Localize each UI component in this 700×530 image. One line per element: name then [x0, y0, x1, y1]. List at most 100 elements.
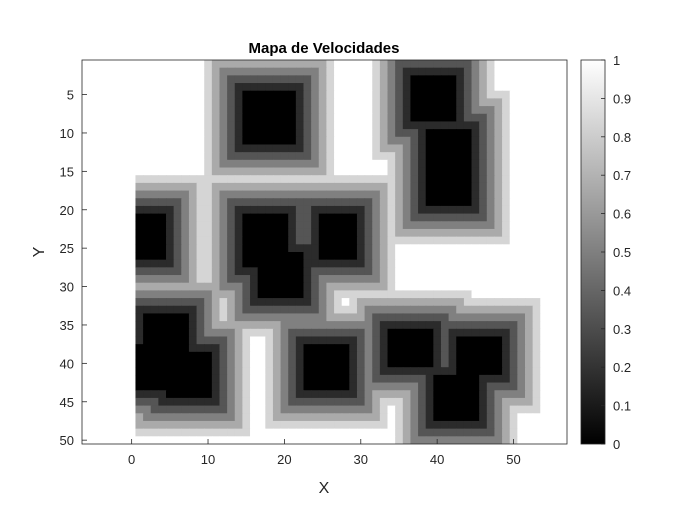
heatmap-cell — [440, 252, 450, 261]
heatmap-cell — [227, 136, 236, 146]
heatmap-cell — [318, 113, 328, 123]
heatmap-cell — [425, 275, 434, 284]
heatmap-cell — [372, 420, 381, 430]
heatmap-cell — [379, 113, 389, 123]
heatmap-cell — [204, 98, 213, 107]
heatmap-cell — [166, 221, 175, 230]
heatmap-cell — [387, 205, 396, 215]
heatmap-cell — [349, 336, 358, 345]
heatmap-cell — [547, 67, 557, 76]
heatmap-cell — [364, 167, 373, 176]
heatmap-cell — [211, 90, 221, 99]
heatmap-cell — [341, 228, 350, 238]
heatmap-cell — [242, 267, 251, 276]
heatmap-cell — [379, 144, 389, 153]
heatmap-cell — [379, 374, 389, 384]
heatmap-cell — [509, 182, 518, 192]
heatmap-cell — [471, 60, 480, 69]
heatmap-cell — [509, 106, 518, 115]
heatmap-cell — [532, 236, 541, 245]
heatmap-cell — [356, 205, 366, 215]
heatmap-cell — [211, 413, 221, 422]
heatmap-cell — [272, 244, 282, 253]
heatmap-cell — [387, 152, 396, 161]
heatmap-cell — [234, 313, 243, 322]
heatmap-cell — [334, 236, 343, 245]
heatmap-cell — [540, 221, 549, 230]
heatmap-cell — [280, 344, 289, 353]
heatmap-cell — [402, 221, 412, 230]
heatmap-cell — [517, 282, 526, 291]
heatmap-cell — [494, 175, 503, 184]
heatmap-cell — [204, 75, 213, 84]
heatmap-cell — [463, 298, 473, 307]
heatmap-cell — [219, 106, 228, 115]
y-tick-label: 20 — [60, 203, 74, 218]
heatmap-cell — [540, 244, 549, 253]
heatmap-cell — [150, 367, 159, 376]
heatmap-cell — [486, 275, 496, 284]
heatmap-cell — [204, 129, 213, 138]
heatmap-cell — [211, 167, 221, 176]
heatmap-cell — [211, 275, 221, 284]
heatmap-cell — [349, 305, 358, 315]
heatmap-cell — [204, 182, 213, 192]
heatmap-cell — [166, 205, 175, 215]
heatmap-cell — [524, 336, 534, 345]
heatmap-cell — [135, 436, 144, 444]
heatmap-cell — [227, 198, 236, 207]
heatmap-cell — [502, 298, 511, 307]
heatmap-cell — [440, 213, 450, 222]
heatmap-cell — [234, 205, 243, 215]
heatmap-cell — [288, 136, 297, 146]
heatmap-cell — [395, 113, 404, 123]
heatmap-cell — [173, 420, 182, 430]
heatmap-cell — [540, 144, 549, 153]
heatmap-cell — [524, 344, 534, 353]
heatmap-cell — [272, 298, 282, 307]
heatmap-cell — [356, 83, 366, 92]
heatmap-cell — [456, 428, 465, 437]
heatmap-cell — [311, 420, 320, 430]
heatmap-cell — [326, 90, 335, 99]
heatmap-cell — [494, 75, 503, 84]
heatmap-cell — [494, 106, 503, 115]
heatmap-cell — [295, 397, 305, 407]
heatmap-cell — [502, 175, 511, 184]
heatmap-cell — [265, 382, 274, 391]
heatmap-cell — [471, 244, 480, 253]
heatmap-cell — [486, 252, 496, 261]
heatmap-cell — [486, 359, 496, 368]
heatmap-cell — [456, 182, 465, 192]
heatmap-cell — [326, 67, 335, 76]
heatmap-cell — [341, 152, 350, 161]
heatmap-cell — [173, 67, 182, 76]
heatmap-cell — [349, 113, 358, 123]
heatmap-cell — [356, 413, 366, 422]
heatmap-cell — [402, 305, 412, 315]
heatmap-cell — [257, 336, 266, 345]
heatmap-cell — [318, 167, 328, 176]
heatmap-cell — [318, 75, 328, 84]
heatmap-cell — [379, 275, 389, 284]
heatmap-cell — [517, 190, 526, 199]
heatmap-cell — [433, 129, 442, 138]
heatmap-cell — [418, 382, 427, 391]
heatmap-cell — [166, 252, 175, 261]
heatmap-cell — [166, 298, 175, 307]
heatmap-cell — [265, 428, 274, 437]
heatmap-cell — [188, 98, 198, 107]
heatmap-cell — [463, 152, 473, 161]
heatmap-cell — [433, 221, 442, 230]
heatmap-cell — [547, 305, 557, 315]
heatmap-cell — [471, 159, 480, 169]
heatmap-cell — [356, 267, 366, 276]
y-tick-label: 30 — [60, 280, 74, 295]
heatmap-cell — [135, 328, 144, 338]
heatmap-cell — [288, 382, 297, 391]
heatmap-cell — [242, 390, 251, 399]
heatmap-cell — [418, 159, 427, 169]
heatmap-cell — [402, 382, 412, 391]
heatmap-cell — [143, 298, 152, 307]
